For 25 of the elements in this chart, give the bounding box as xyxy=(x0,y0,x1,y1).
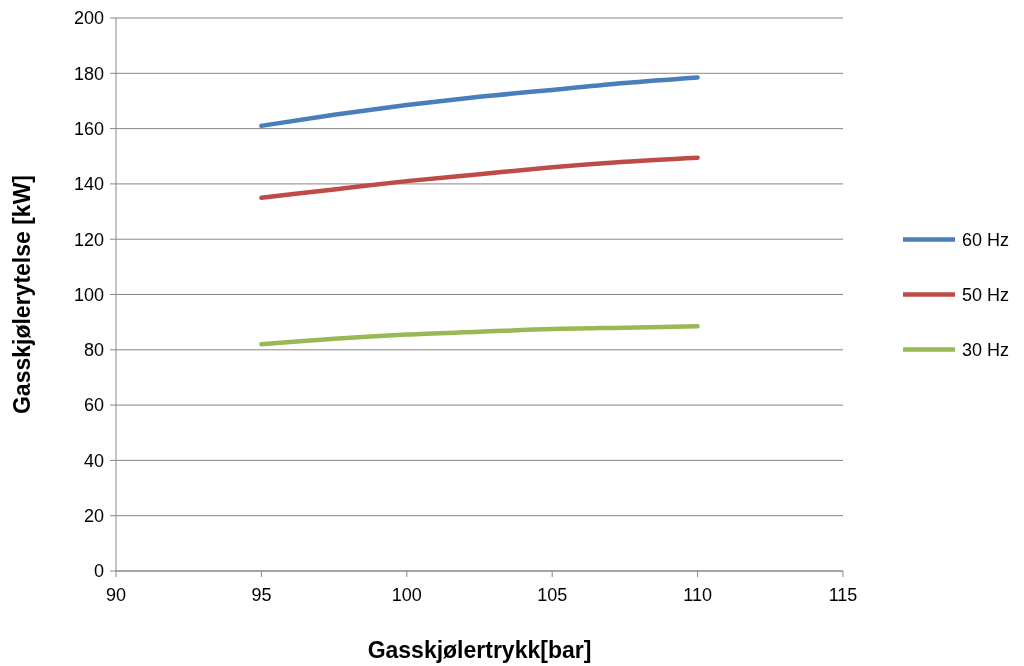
y-tick-label: 40 xyxy=(83,450,104,471)
line-series xyxy=(259,75,700,129)
y-tick-label: 120 xyxy=(73,229,104,250)
legend-label: 50 Hz xyxy=(962,284,1010,305)
x-tick-label: 90 xyxy=(105,585,127,605)
line-series xyxy=(259,155,700,200)
y-tick-label: 180 xyxy=(73,63,104,84)
y-tick-label: 200 xyxy=(73,8,104,29)
x-tick-label: 105 xyxy=(537,585,568,605)
x-tick-label: 95 xyxy=(251,585,272,605)
y-tick-label: 20 xyxy=(83,506,104,526)
y-tick-label: 60 xyxy=(83,395,104,416)
y-tick-label: 100 xyxy=(73,284,104,305)
x-tick-label: 100 xyxy=(391,585,422,605)
x-tick-label: 115 xyxy=(828,585,858,605)
y-tick-label: 80 xyxy=(83,340,104,361)
legend-label: 30 Hz xyxy=(962,339,1010,360)
x-axis-title: Gasskjølertrykk[bar] xyxy=(367,637,592,663)
legend-label: 60 Hz xyxy=(962,229,1010,250)
y-axis-title: Gasskjølerytelse [kW] xyxy=(9,174,35,415)
line-series xyxy=(259,324,700,347)
x-tick-label: 110 xyxy=(683,585,712,605)
y-tick-label: 160 xyxy=(73,118,104,139)
y-tick-label: 0 xyxy=(93,561,104,582)
y-tick-label: 140 xyxy=(73,174,104,195)
